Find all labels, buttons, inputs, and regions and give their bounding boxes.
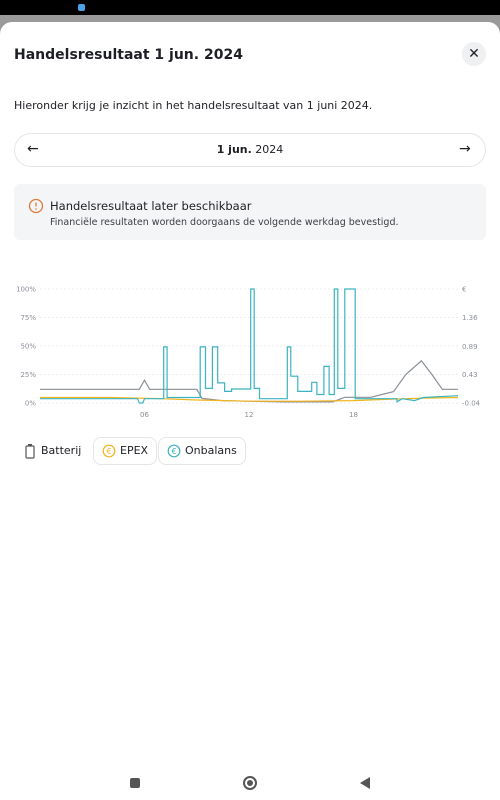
legend-chip[interactable]: Batterij — [14, 437, 90, 465]
next-button[interactable]: → — [459, 141, 471, 157]
svg-text:€: € — [171, 447, 176, 456]
warning-icon — [28, 198, 44, 214]
chart: 0% 25% 50% 75% 100% -0.04 0.43 0.89 1.36 €06 12 18 — [16, 286, 481, 420]
notice: Handelsresultaat later beschikbaar Finan… — [14, 184, 486, 240]
recents-button[interactable] — [130, 778, 140, 788]
status-bar — [0, 0, 500, 15]
intro-text: Hieronder krijg je inzicht in het handel… — [14, 99, 373, 112]
legend-chip[interactable]: € EPEX — [93, 437, 158, 465]
date-year: 2024 — [255, 143, 284, 156]
notice-title: Handelsresultaat later beschikbaar — [50, 199, 252, 213]
legend-label: EPEX — [120, 444, 149, 457]
legend-label: Batterij — [41, 444, 82, 457]
y-tick-label: 50% — [20, 343, 36, 351]
series-line — [40, 396, 459, 402]
date: 1 jun. 2024 — [15, 143, 485, 156]
legend-chip[interactable]: € Onbalans — [158, 437, 246, 465]
y2-axis-label: € — [462, 286, 466, 294]
y2-tick-label: 0.43 — [462, 371, 478, 379]
y-tick-label: 75% — [20, 314, 36, 322]
euro-icon: € — [167, 444, 181, 458]
y-tick-label: 100% — [16, 286, 36, 294]
legend-label: Onbalans — [185, 444, 237, 457]
svg-text:€: € — [106, 447, 111, 456]
y2-tick-label: 0.89 — [462, 343, 478, 351]
battery-icon — [25, 444, 35, 459]
series-line — [40, 288, 459, 404]
euro-icon: € — [102, 444, 116, 458]
title: Handelsresultaat 1 jun. 2024 — [14, 47, 243, 63]
series-line — [40, 359, 458, 403]
y2-tick-label: 1.36 — [462, 314, 478, 322]
status-icon — [78, 4, 85, 11]
back-button[interactable] — [360, 777, 370, 789]
x-tick-label: 12 — [245, 411, 254, 419]
y-tick-label: 25% — [20, 371, 36, 379]
y-tick-label: 0% — [25, 400, 36, 408]
y2-tick-label: -0.04 — [462, 400, 481, 408]
system-nav — [130, 776, 370, 790]
home-button[interactable] — [243, 776, 257, 790]
date-day: 1 jun. — [216, 143, 252, 156]
close-button[interactable]: ✕ — [462, 42, 486, 66]
notice-text: Financiële resultaten worden doorgaans d… — [50, 217, 399, 228]
x-tick-label: 06 — [140, 411, 149, 419]
prev-button[interactable]: ← — [27, 141, 39, 157]
date-navigator: ← 1 jun. 2024 → — [14, 133, 486, 167]
x-tick-label: 18 — [349, 411, 358, 419]
sheet — [0, 22, 500, 762]
